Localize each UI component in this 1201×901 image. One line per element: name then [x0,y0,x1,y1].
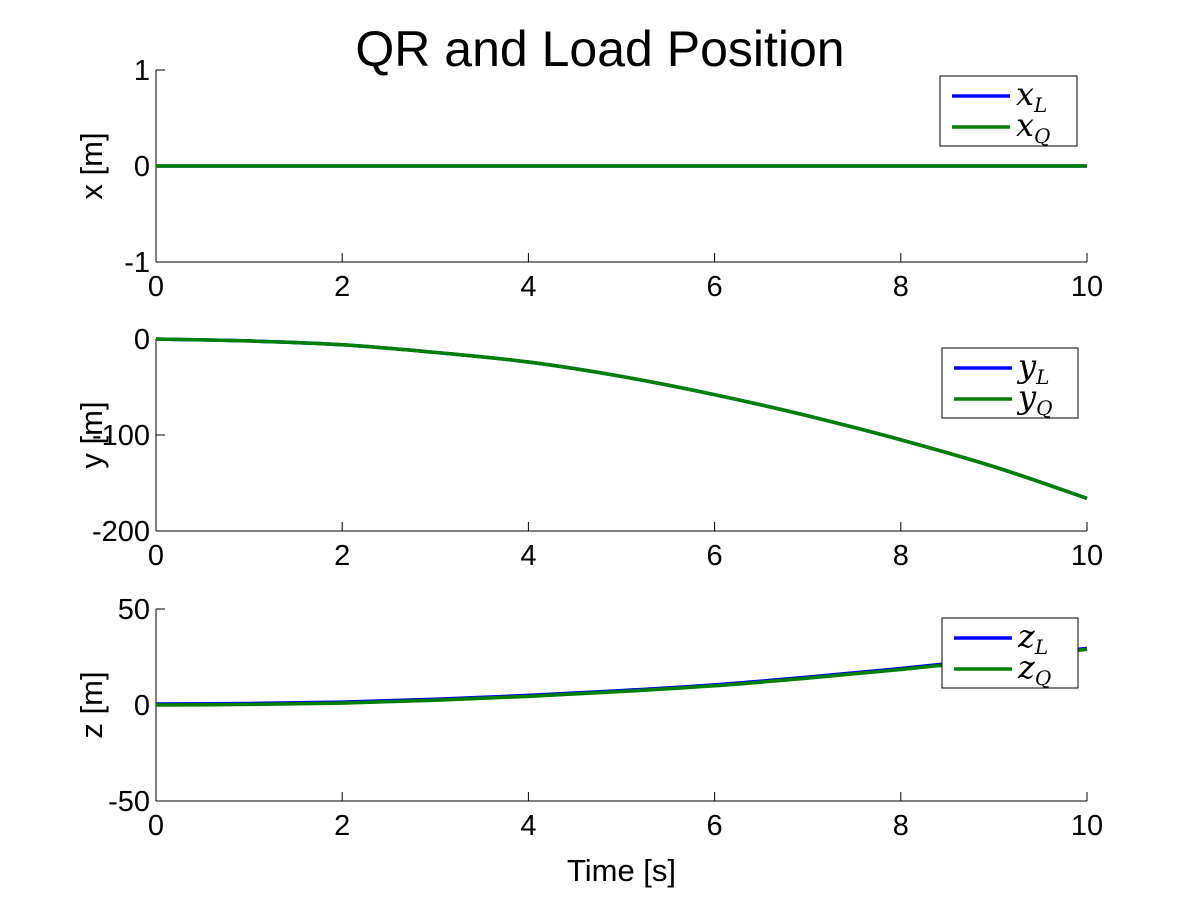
x-tick-label: 10 [1071,810,1103,842]
x-tick-label: 6 [707,540,723,572]
legend-entry: xL [1016,75,1047,117]
x-tick-label: 2 [334,810,350,842]
legend-box [941,617,1079,689]
x-tick-label: 4 [520,810,536,842]
y-axis-label: z [m] [74,671,109,738]
y-tick-label: 0 [134,690,150,722]
legend-entry: yL [1016,347,1049,389]
legend-entry: zQ [1017,648,1051,690]
x-tick-label: 4 [520,540,536,572]
legend-box [939,75,1078,147]
x-tick-label: 0 [148,271,164,303]
x-tick-label: 6 [707,271,723,303]
legend-entry: xQ [1016,106,1050,148]
figure-title: QR and Load Position [355,21,844,77]
y-tick-label: -100 [92,420,150,452]
series-line-yQ [155,337,1088,501]
y-axis-label: x [m] [74,132,109,199]
x-tick-label: 10 [1071,271,1103,303]
y-tick-label: 50 [118,594,150,626]
x-tick-label: 8 [893,271,909,303]
x-tick-label: 8 [893,540,909,572]
y-tick-label: -200 [92,516,150,548]
y-tick-label: 0 [134,151,150,183]
x-tick-label: 2 [334,540,350,572]
series-line-zQ [155,647,1088,707]
legend-box [941,347,1079,419]
x-tick-label: 0 [148,810,164,842]
x-tick-label: 0 [148,540,164,572]
y-tick-label: -50 [108,786,150,818]
y-axis-label: y [m] [74,401,109,468]
y-tick-label: 0 [134,324,150,356]
x-tick-label: 8 [893,810,909,842]
x-tick-label: 6 [707,810,723,842]
x-tick-label: 10 [1071,540,1103,572]
y-tick-label: -1 [124,247,150,279]
legend-entry: zL [1017,617,1048,659]
legend-entry: yQ [1016,378,1052,420]
x-axis-label: Time [s] [567,853,676,888]
x-tick-label: 4 [520,271,536,303]
x-tick-label: 2 [334,271,350,303]
y-tick-label: 1 [134,55,150,87]
